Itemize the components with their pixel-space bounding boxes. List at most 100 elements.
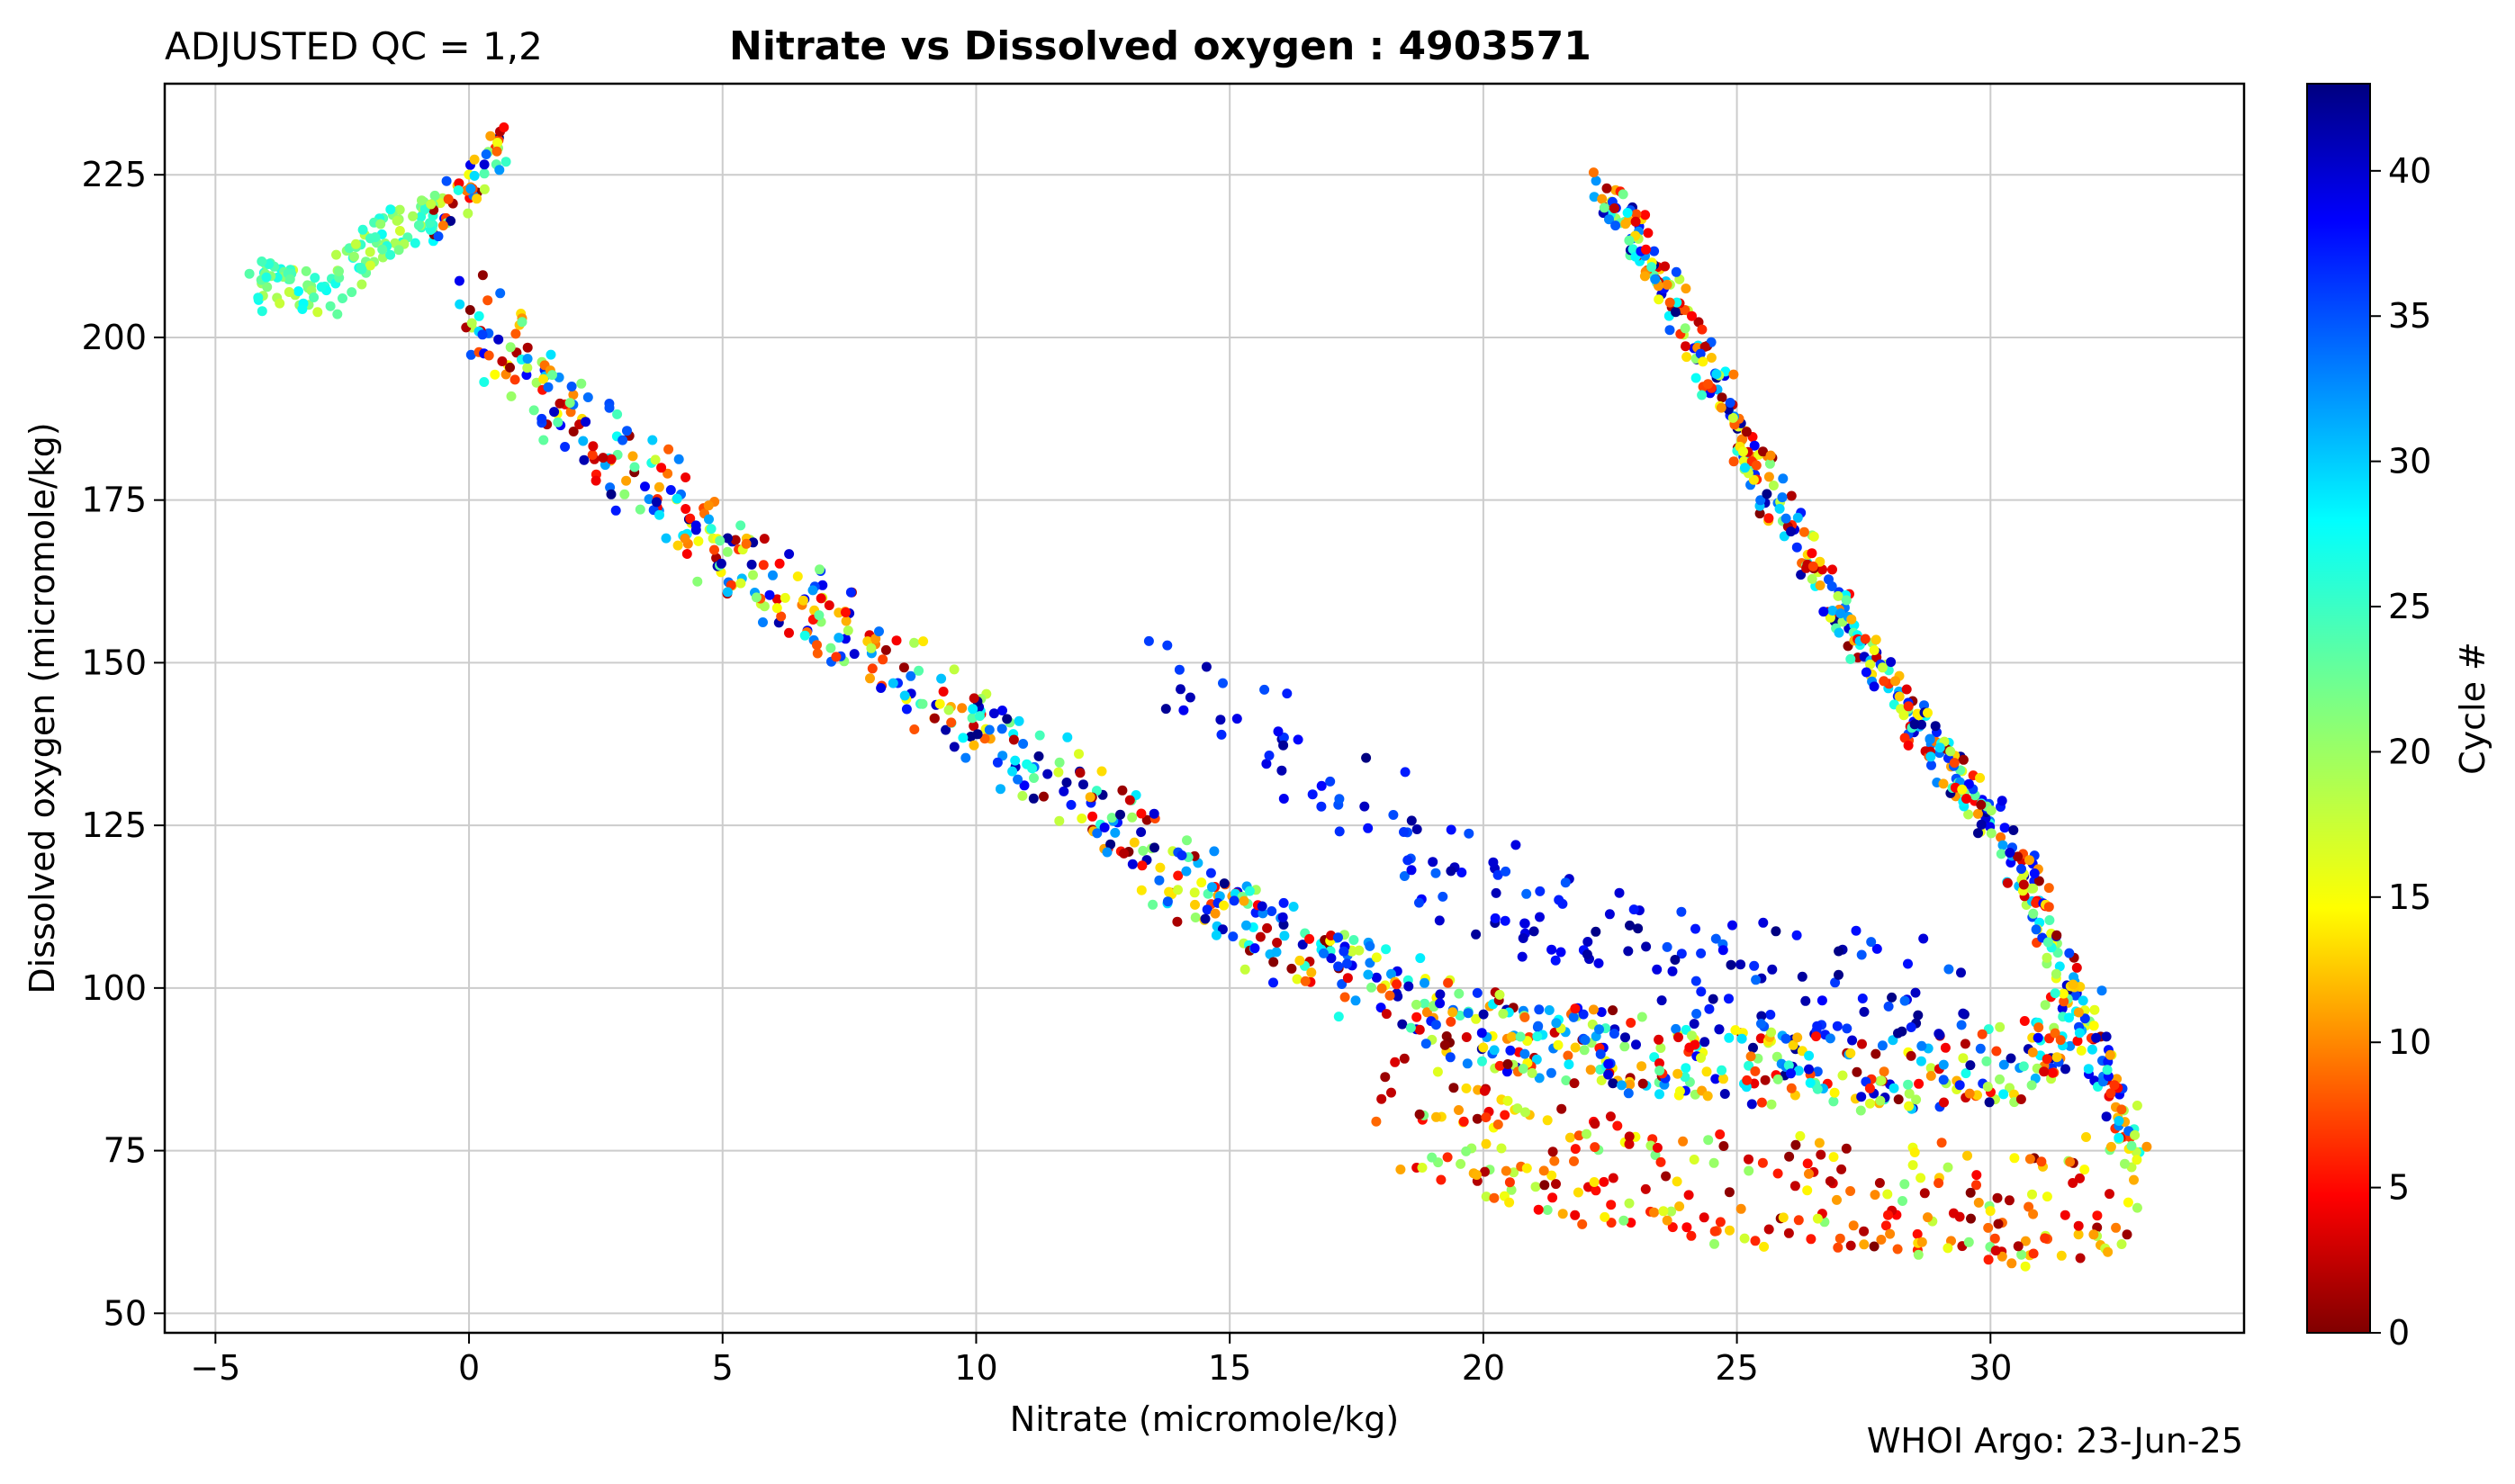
data-point — [967, 713, 978, 724]
data-point — [784, 549, 795, 560]
data-point — [1973, 1197, 1984, 1208]
data-point — [2088, 1021, 2099, 1031]
data-point — [2018, 1061, 2029, 1072]
data-point — [1909, 1147, 1920, 1157]
data-point — [1715, 1217, 1726, 1228]
data-point — [1582, 1129, 1591, 1139]
y-tick-label: 75 — [104, 1131, 147, 1171]
data-point — [1934, 742, 1945, 753]
data-point — [1149, 808, 1159, 819]
data-point — [1963, 1237, 1974, 1247]
data-point — [588, 441, 599, 452]
data-point — [1857, 994, 1868, 1003]
data-point — [469, 154, 480, 165]
data-point — [1804, 1050, 1815, 1061]
data-point — [1938, 1075, 1949, 1085]
colorbar-tick-label: 10 — [2388, 1022, 2431, 1062]
data-point — [479, 184, 490, 194]
data-point — [1625, 1079, 1636, 1090]
data-point — [1828, 1152, 1839, 1163]
data-point — [1709, 1238, 1719, 1249]
data-point — [1297, 940, 1308, 950]
data-point — [949, 742, 960, 752]
data-point — [1938, 778, 1949, 789]
data-point — [293, 286, 303, 297]
data-point — [1724, 994, 1734, 1004]
data-point — [1185, 692, 1195, 703]
data-point — [568, 390, 579, 400]
data-point — [984, 724, 995, 735]
data-point — [2130, 1129, 2141, 1140]
data-point — [1904, 1101, 1915, 1111]
data-point — [1943, 1162, 1953, 1173]
data-point — [1446, 824, 1456, 835]
y-tick-label: 100 — [81, 968, 147, 1008]
data-point — [1388, 810, 1399, 820]
data-point — [1596, 1007, 1607, 1018]
data-point — [1687, 310, 1697, 321]
data-point — [644, 494, 654, 505]
data-point — [1788, 1039, 1798, 1050]
data-point — [1739, 1233, 1750, 1244]
data-point — [465, 184, 476, 194]
data-point — [1870, 1190, 1880, 1201]
data-point — [2050, 1028, 2060, 1039]
data-point — [1590, 1142, 1600, 1153]
data-point — [1998, 1059, 2009, 1070]
data-point — [493, 334, 504, 345]
data-point — [1748, 1042, 1758, 1053]
data-point — [1216, 729, 1227, 740]
data-point — [758, 560, 769, 571]
data-point — [1954, 1080, 1965, 1091]
data-point — [1027, 763, 1038, 774]
data-point — [1874, 1178, 1885, 1188]
data-point — [901, 704, 912, 715]
data-point — [481, 149, 491, 159]
data-point — [1463, 1008, 1474, 1019]
data-point — [1399, 871, 1410, 881]
data-point — [1333, 932, 1343, 943]
data-point — [1626, 1018, 1636, 1028]
data-point — [812, 640, 822, 651]
data-point — [1940, 1042, 1951, 1053]
data-point — [1446, 1016, 1456, 1027]
data-point — [1276, 765, 1287, 776]
data-point — [1018, 739, 1029, 749]
data-point — [1300, 976, 1311, 986]
data-point — [1399, 827, 1409, 837]
data-point — [1883, 1210, 1893, 1220]
data-point — [568, 427, 579, 436]
data-point — [1630, 216, 1641, 227]
data-point — [2103, 1246, 2114, 1257]
data-point — [647, 435, 658, 445]
data-point — [1958, 1053, 1969, 1064]
data-point — [1430, 1020, 1441, 1030]
data-point — [1612, 1120, 1623, 1131]
data-point — [578, 436, 589, 446]
data-point — [1531, 1054, 1542, 1065]
data-point — [1995, 1021, 2006, 1032]
data-point — [2092, 1210, 2103, 1221]
data-point — [1542, 1115, 1553, 1126]
data-point — [715, 535, 726, 546]
data-point — [1384, 990, 1395, 1001]
data-point — [1102, 847, 1113, 858]
data-point — [1279, 931, 1290, 941]
data-point — [453, 184, 464, 195]
data-point — [1807, 561, 1818, 571]
data-point — [1664, 297, 1675, 308]
data-point — [992, 757, 1003, 768]
data-point — [1833, 1242, 1843, 1253]
data-point — [1718, 1141, 1729, 1151]
data-point — [831, 652, 842, 662]
colorbar — [2306, 83, 2371, 1334]
data-point — [1631, 1039, 1641, 1050]
data-point — [1899, 1179, 1910, 1190]
data-point — [1375, 1003, 1386, 1013]
data-point — [1856, 1092, 1867, 1102]
data-point — [334, 266, 344, 276]
data-point — [505, 362, 515, 373]
data-point — [1680, 323, 1690, 334]
data-point — [841, 607, 851, 617]
data-point — [385, 249, 396, 260]
